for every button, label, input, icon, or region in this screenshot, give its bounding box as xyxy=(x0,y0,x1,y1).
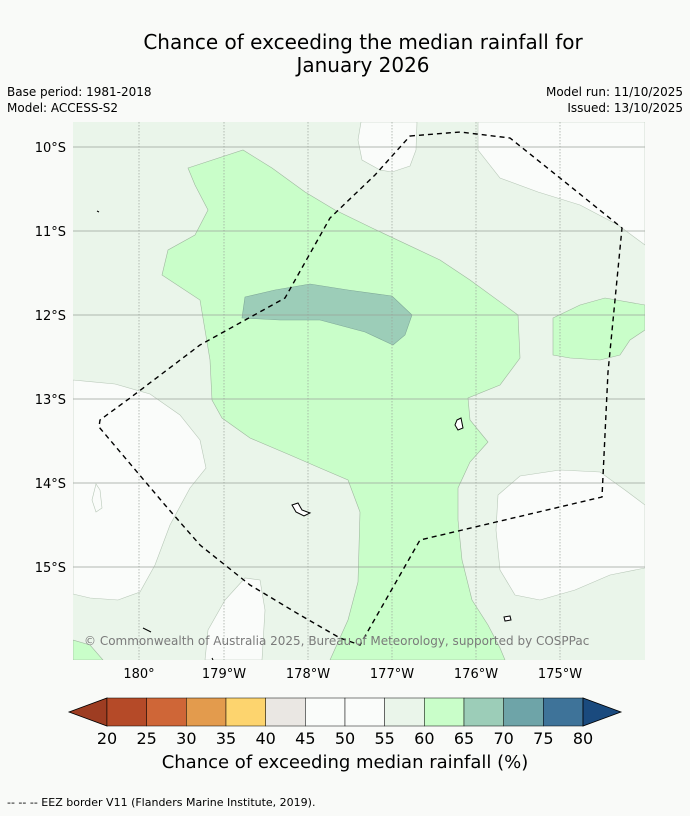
title-line-1: Chance of exceeding the median rainfall … xyxy=(143,30,583,54)
lat-label-14s: 14°S xyxy=(35,477,66,492)
issued-date: Issued: 13/10/2025 xyxy=(567,101,683,115)
lon-label-177w: 177°W xyxy=(370,667,414,682)
band-60-65-corner xyxy=(73,639,104,660)
colorbar: 20 25 30 35 40 45 50 55 60 65 70 75 80 xyxy=(67,697,623,748)
lat-label-13s: 13°S xyxy=(35,393,66,408)
colorbar-tick-65: 65 xyxy=(454,729,474,748)
island-south-east xyxy=(503,615,512,622)
colorbar-tick-80: 80 xyxy=(573,729,593,748)
model-name: Model: ACCESS-S2 xyxy=(7,101,119,115)
lon-label-178w: 178°W xyxy=(286,667,330,682)
eez-border xyxy=(98,131,623,646)
band-50-55-south-west xyxy=(204,577,266,660)
colorbar-segment-45-50 xyxy=(305,697,346,727)
colorbar-segment-50-55 xyxy=(344,697,385,727)
colorbar-tick-50: 50 xyxy=(335,729,355,748)
colorbar-segment-25-30 xyxy=(146,697,187,727)
band-50-55-north-east xyxy=(477,122,645,246)
lon-label-180: 180° xyxy=(123,667,154,682)
title-line-2: January 2026 xyxy=(296,53,430,77)
colorbar-segment-30-35 xyxy=(186,697,227,727)
island-central-east xyxy=(454,417,464,431)
lon-label-176w: 176°W xyxy=(454,667,498,682)
lon-label-175w: 175°W xyxy=(538,667,582,682)
lat-label-10s: 10°S xyxy=(35,141,66,156)
gridlines xyxy=(73,122,645,660)
colorbar-segment-35-40 xyxy=(225,697,266,727)
colorbar-segment-75-80 xyxy=(543,697,584,727)
colorbar-tick-20: 20 xyxy=(97,729,117,748)
island-north-west xyxy=(96,210,100,213)
colorbar-tick-40: 40 xyxy=(255,729,275,748)
colorbar-tick-75: 75 xyxy=(533,729,553,748)
colorbar-tick-35: 35 xyxy=(216,729,236,748)
colorbar-segment-60-65 xyxy=(424,697,465,727)
meta-left: Base period: 1981-2018 Model: ACCESS-S2 xyxy=(7,84,152,116)
colorbar-tick-60: 60 xyxy=(414,729,434,748)
colorbar-segment-55-60 xyxy=(384,697,425,727)
lat-label-11s: 11°S xyxy=(35,225,66,240)
band-65-70 xyxy=(241,283,413,346)
colorbar-extend-high xyxy=(582,697,623,727)
model-run: Model run: 11/10/2025 xyxy=(545,85,683,99)
colorbar-tick-45: 45 xyxy=(295,729,315,748)
rainfall-map: © Commonwealth of Australia 2025, Bureau… xyxy=(35,122,645,682)
map-title: Chance of exceeding the median rainfall … xyxy=(0,31,690,77)
colorbar-segment-70-75 xyxy=(503,697,544,727)
island-south-west xyxy=(142,627,152,633)
island-south xyxy=(211,657,214,660)
colorbar-label: Chance of exceeding median rainfall (%) xyxy=(161,752,529,773)
map-layers: © Commonwealth of Australia 2025, Bureau… xyxy=(73,122,645,660)
colorbar-extend-low xyxy=(67,697,108,727)
colorbar-ticks: 20 25 30 35 40 45 50 55 60 65 70 75 80 xyxy=(97,729,593,748)
lat-label-15s: 15°S xyxy=(35,561,66,576)
colorbar-tick-25: 25 xyxy=(136,729,156,748)
colorbar-tick-30: 30 xyxy=(176,729,196,748)
colorbar-segment-20-25 xyxy=(106,697,147,727)
lat-label-12s: 12°S xyxy=(35,309,66,324)
colorbar-segments xyxy=(67,697,623,727)
island-central-west xyxy=(291,502,312,517)
longitude-labels: 180° 179°W 178°W 177°W 176°W 175°W xyxy=(123,667,582,682)
lon-label-179w: 179°W xyxy=(202,667,246,682)
colorbar-tick-55: 55 xyxy=(374,729,394,748)
band-60-65-main xyxy=(161,149,521,660)
band-50-55-island-spot xyxy=(91,483,103,513)
base-period: Base period: 1981-2018 xyxy=(7,85,152,99)
band-60-65-east xyxy=(552,297,645,361)
eez-footnote: -- -- -- EEZ border V11 (Flanders Marine… xyxy=(7,796,316,809)
band-50-55-east xyxy=(495,469,645,601)
colorbar-segment-40-45 xyxy=(265,697,306,727)
colorbar-tick-70: 70 xyxy=(493,729,513,748)
meta-right: Model run: 11/10/2025 Issued: 13/10/2025 xyxy=(546,84,683,116)
latitude-labels: 10°S 11°S 12°S 13°S 14°S 15°S xyxy=(35,141,66,576)
copyright-text: © Commonwealth of Australia 2025, Bureau… xyxy=(84,634,589,648)
colorbar-segment-65-70 xyxy=(463,697,504,727)
